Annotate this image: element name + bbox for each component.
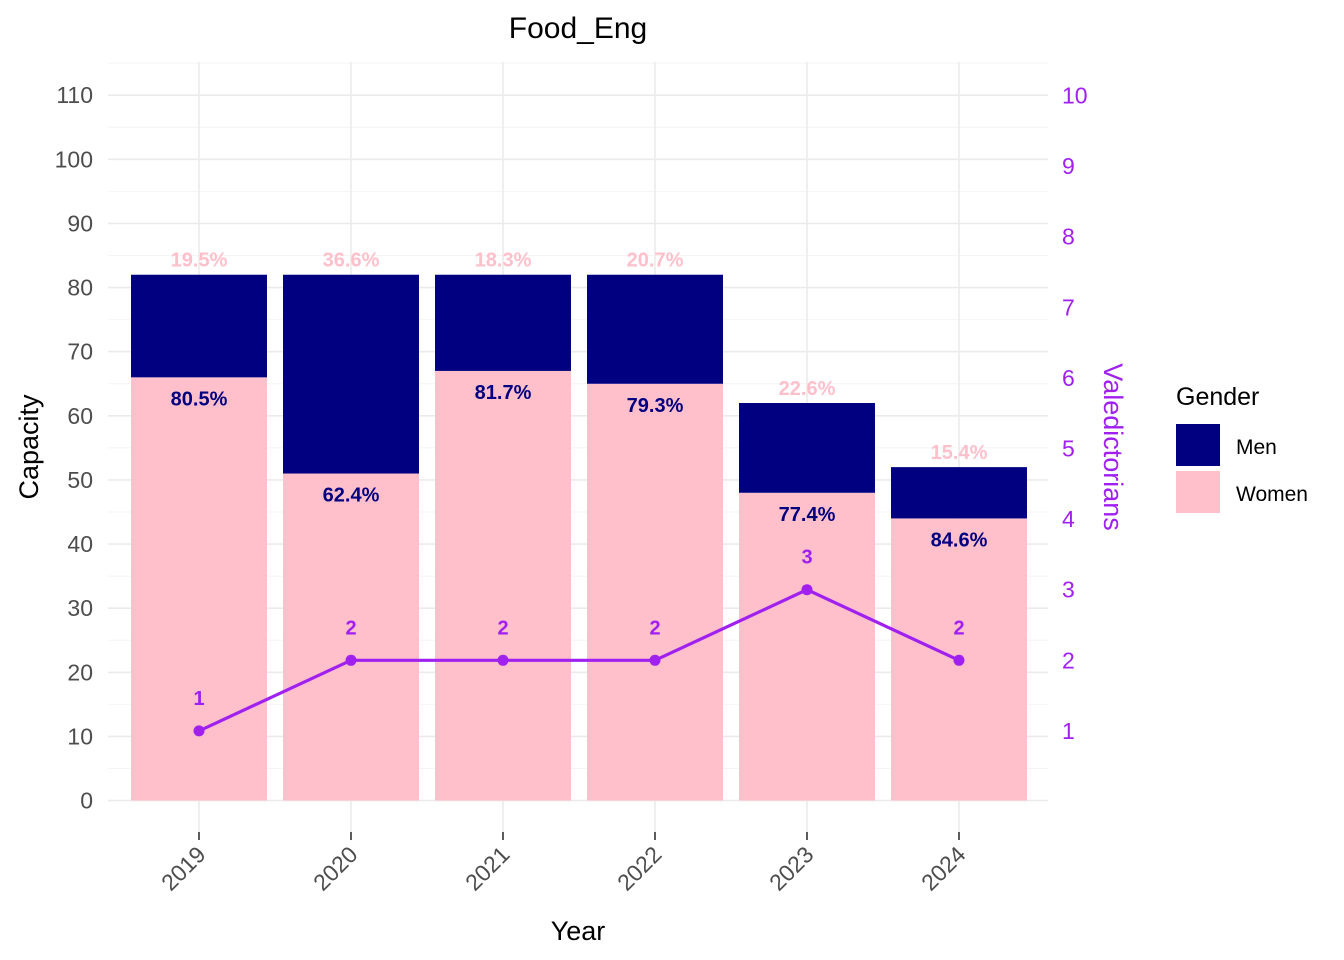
valedictorians-label: 2 — [497, 617, 508, 639]
men-percent-label: 19.5% — [171, 250, 228, 272]
y-tick-label: 80 — [67, 275, 93, 301]
valedictorians-point — [649, 654, 661, 666]
valedictorians-label: 2 — [649, 617, 660, 639]
chart-title: Food_Eng — [509, 12, 647, 45]
men-percent-label: 18.3% — [475, 250, 532, 272]
women-percent-label: 84.6% — [931, 529, 988, 551]
y-axis-left: 0 10 20 30 40 50 60 70 80 90 100 110 — [55, 82, 93, 813]
x-tick-label: 2020 — [308, 841, 363, 896]
women-percent-label: 77.4% — [779, 504, 836, 526]
bar-men — [435, 274, 571, 371]
y-axis-right: 1 2 3 4 5 6 7 8 9 10 — [1062, 83, 1088, 744]
x-axis: 2019 2020 2021 2022 2023 2024 — [156, 832, 971, 896]
x-tick-label: 2024 — [916, 841, 971, 896]
legend-swatch-women — [1176, 471, 1220, 513]
bar-women — [587, 383, 723, 801]
bar-men — [283, 274, 419, 474]
y2-tick-label: 9 — [1062, 153, 1075, 179]
valedictorians-label: 1 — [193, 688, 204, 710]
y-tick-label: 60 — [67, 403, 93, 429]
bar-women — [739, 492, 875, 801]
legend-label-women: Women — [1236, 483, 1308, 506]
men-percent-label: 20.7% — [627, 250, 684, 272]
y-tick-label: 90 — [67, 210, 93, 236]
valedictorians-point — [193, 725, 205, 737]
women-percent-label: 79.3% — [627, 395, 684, 417]
valedictorians-point — [345, 654, 357, 666]
valedictorians-point — [497, 654, 509, 666]
women-percent-label: 62.4% — [323, 485, 380, 507]
y2-tick-label: 1 — [1062, 718, 1075, 744]
x-tick-label: 2023 — [764, 841, 819, 896]
valedictorians-label: 3 — [801, 547, 812, 569]
legend-swatch-men — [1176, 424, 1220, 466]
bar-men — [739, 402, 875, 493]
y2-tick-label: 7 — [1062, 294, 1075, 320]
bar-women — [435, 370, 571, 801]
y-tick-label: 10 — [67, 723, 93, 749]
bar-labels: 80.5% 19.5% 62.4% 36.6% 81.7% 18.3% 79.3% 20.7%… — [171, 250, 988, 552]
x-tick-label: 2021 — [460, 841, 515, 896]
valedictorians-label: 2 — [345, 617, 356, 639]
valedictorians-point — [801, 584, 813, 596]
y2-tick-label: 6 — [1062, 365, 1075, 391]
valedictorians-line: 1 2 2 2 3 2 — [193, 547, 965, 737]
legend-label-men: Men — [1236, 436, 1277, 459]
y-tick-label: 40 — [67, 531, 93, 557]
bar-men — [131, 274, 267, 378]
women-percent-label: 80.5% — [171, 388, 228, 410]
legend: Gender Men Women — [1176, 383, 1308, 513]
y-tick-label: 100 — [55, 146, 93, 172]
bar-men — [587, 274, 723, 384]
y2-axis-title: Valedictorians — [1098, 363, 1128, 531]
x-tick-label: 2022 — [612, 841, 667, 896]
valedictorians-label: 2 — [953, 617, 964, 639]
bars — [131, 274, 1027, 801]
y2-tick-label: 10 — [1062, 83, 1088, 109]
y-tick-label: 30 — [67, 595, 93, 621]
y2-tick-label: 4 — [1062, 506, 1075, 532]
y-tick-label: 0 — [80, 788, 93, 814]
x-axis-title: Year — [551, 916, 606, 946]
men-percent-label: 36.6% — [323, 250, 380, 272]
y2-tick-label: 5 — [1062, 436, 1075, 462]
y2-tick-label: 3 — [1062, 577, 1075, 603]
x-tick-label: 2019 — [156, 841, 211, 896]
y-tick-label: 20 — [67, 659, 93, 685]
y-tick-label: 50 — [67, 467, 93, 493]
y-tick-label: 70 — [67, 339, 93, 365]
men-percent-label: 22.6% — [779, 378, 836, 400]
y2-tick-label: 8 — [1062, 224, 1075, 250]
bar-women — [131, 377, 267, 801]
bar-women — [283, 473, 419, 801]
y2-tick-label: 2 — [1062, 647, 1075, 673]
legend-title: Gender — [1176, 383, 1259, 411]
y-axis-title: Capacity — [14, 394, 44, 500]
men-percent-label: 15.4% — [931, 442, 988, 464]
valedictorians-polyline — [198, 587, 960, 733]
bar-men — [891, 467, 1027, 519]
y-tick-label: 110 — [56, 82, 93, 108]
women-percent-label: 81.7% — [475, 382, 532, 404]
valedictorians-point — [953, 654, 965, 666]
